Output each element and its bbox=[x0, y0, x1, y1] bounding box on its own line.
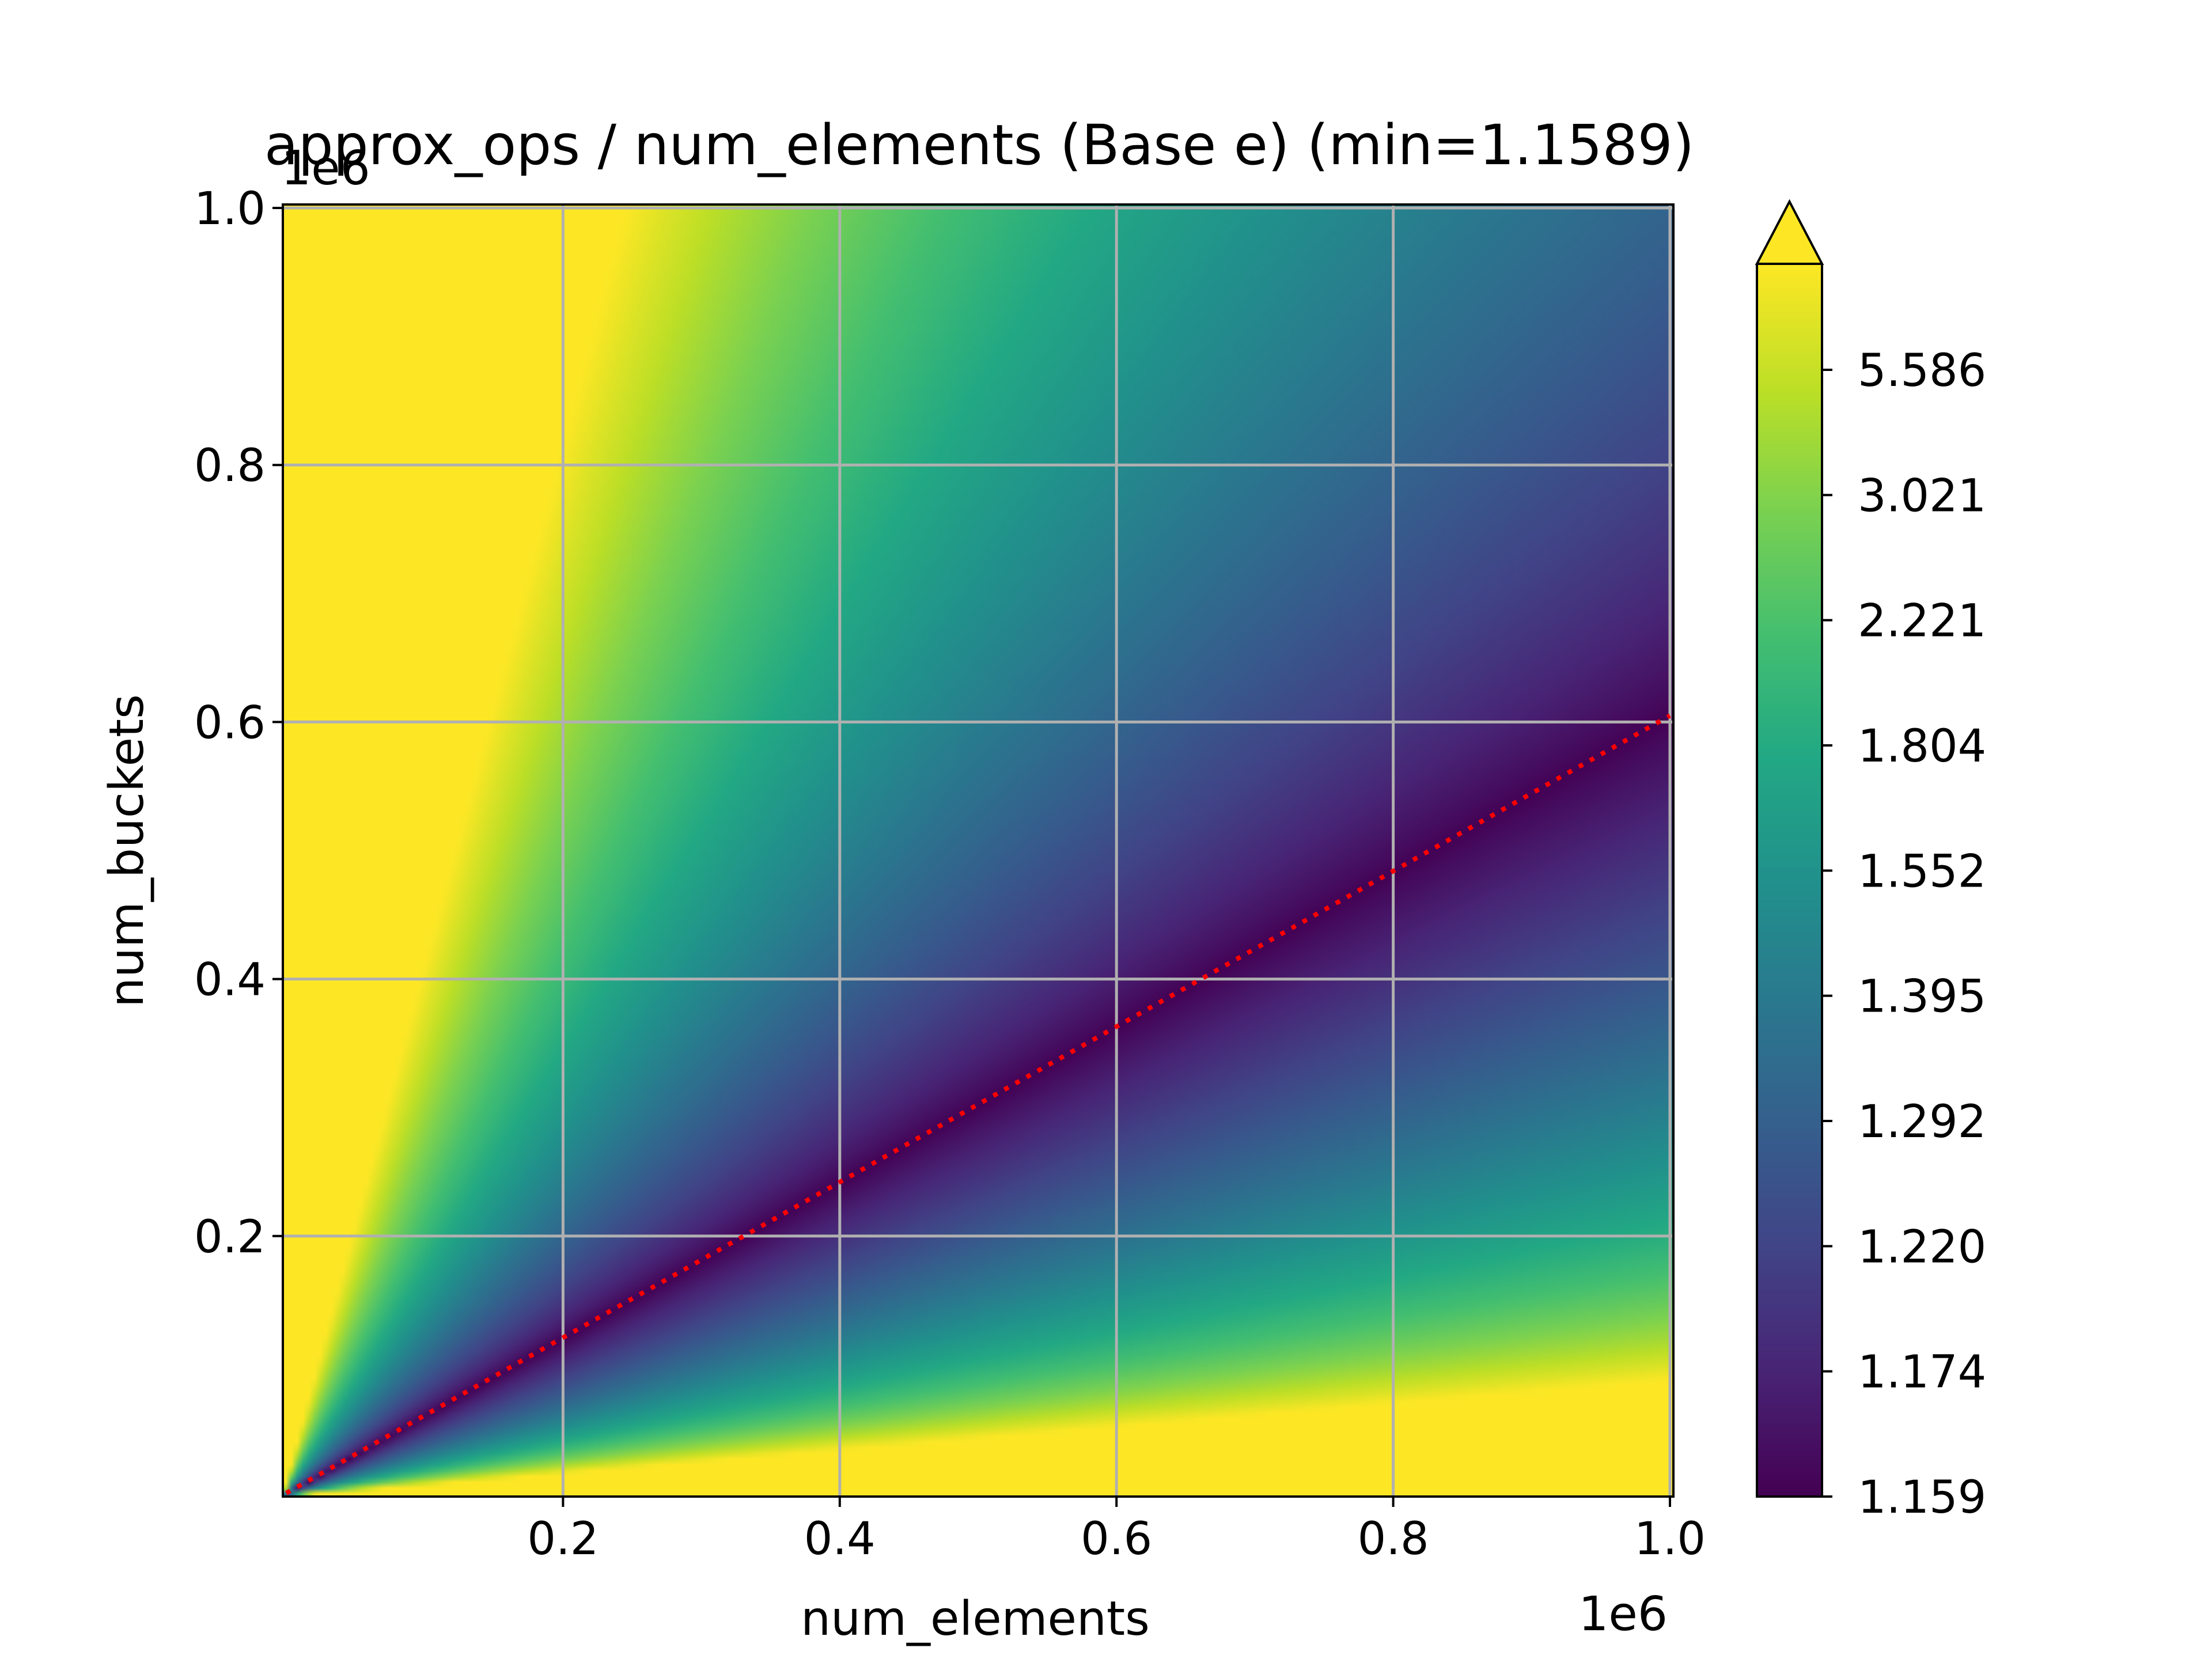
x-tick-label: 0.4 bbox=[804, 1513, 876, 1565]
y-axis: 0.2 0.4 0.6 0.8 1.0 bbox=[194, 183, 283, 1263]
colorbar-tick-label: 1.552 bbox=[1858, 846, 1986, 897]
chart-title: approx_ops / num_elements (Base e) (min=… bbox=[264, 113, 1694, 177]
x-tick-label: 0.2 bbox=[527, 1513, 599, 1565]
x-tick-label: 1.0 bbox=[1634, 1513, 1706, 1565]
colorbar-tick-label: 5.586 bbox=[1858, 345, 1986, 397]
y-tick-label: 0.6 bbox=[194, 697, 266, 749]
colorbar-frame bbox=[1756, 264, 1823, 1498]
colorbar-tick-label: 1.292 bbox=[1858, 1096, 1986, 1148]
x-axis-label: num_elements bbox=[801, 1592, 1150, 1646]
x-axis: 0.2 0.4 0.6 0.8 1.0 bbox=[527, 1497, 1706, 1565]
colorbar-tick-label: 1.395 bbox=[1858, 971, 1986, 1023]
heatmap-image bbox=[283, 204, 1673, 1497]
x-tick-label: 0.8 bbox=[1358, 1513, 1429, 1565]
colorbar: 1.159 1.174 1.220 1.292 1.395 1.552 1.804 2.221… bbox=[1755, 199, 1986, 1524]
colorbar-gradient bbox=[1757, 264, 1822, 1497]
y-tick-label: 0.2 bbox=[194, 1211, 266, 1263]
y-axis-label: num_buckets bbox=[100, 694, 154, 1007]
grid-lines bbox=[283, 204, 1673, 1497]
y-tick-label: 1.0 bbox=[194, 183, 266, 235]
plot-frame bbox=[282, 203, 1675, 1498]
colorbar-tick-label: 1.174 bbox=[1858, 1347, 1986, 1399]
colorbar-extend-arrow bbox=[1755, 199, 1824, 265]
colorbar-tick-label: 1.220 bbox=[1858, 1221, 1986, 1273]
y-tick-label: 0.4 bbox=[194, 955, 266, 1006]
y-tick-label: 0.8 bbox=[194, 440, 266, 492]
colorbar-tick-label: 2.221 bbox=[1858, 596, 1986, 647]
x-tick-label: 0.6 bbox=[1081, 1513, 1152, 1565]
colorbar-tick-label: 1.159 bbox=[1858, 1472, 1986, 1524]
y-offset-text: 1e6 bbox=[281, 141, 370, 196]
colorbar-tick-label: 1.804 bbox=[1858, 721, 1986, 772]
optimal-line bbox=[285, 713, 1671, 1495]
optimal-ratio-line bbox=[285, 713, 1671, 1495]
colorbar-tick-label: 3.021 bbox=[1858, 470, 1986, 522]
x-offset-text: 1e6 bbox=[1578, 1587, 1668, 1642]
